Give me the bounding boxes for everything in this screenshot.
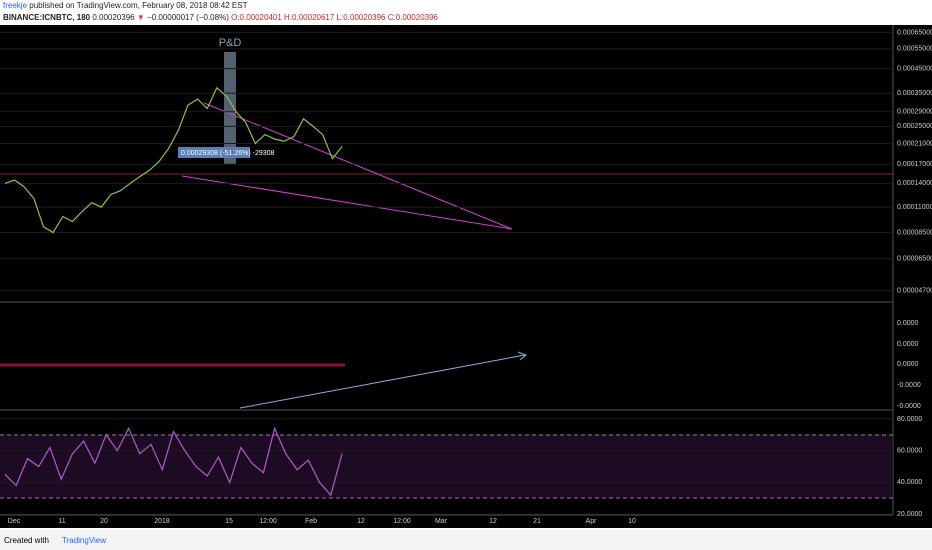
y-tick-label: 0.00025000 — [897, 123, 932, 130]
ohlc: H:0.00020617 — [284, 13, 335, 22]
pump-box — [224, 52, 236, 164]
ohlc: L:0.00020396 — [336, 13, 386, 22]
x-tick-label: 12 — [357, 518, 365, 525]
macd-tick-label: 0.0000 — [897, 361, 919, 368]
y-tick-label: 0.00017000 — [897, 161, 932, 168]
macd-trend — [239, 354, 526, 409]
symbol: BINANCE:ICNBTC, 180 — [3, 13, 91, 22]
line-rsi — [4, 426, 343, 497]
y-tick-label: 40.0000 — [897, 479, 922, 486]
x-tick-label: 2018 — [154, 518, 170, 525]
x-tick-label: 12 — [489, 518, 497, 525]
last: 0.00020396 — [92, 13, 135, 22]
y-tick-label: 0.00055000 — [897, 46, 932, 53]
y-tick-label: 0.00035000 — [897, 90, 932, 97]
trend-line — [203, 102, 513, 230]
macd-tick-label: 0.0000 — [897, 320, 919, 327]
y-tick-label: 0.00021000 — [897, 140, 932, 147]
y-tick-label: 0.00029000 — [897, 109, 932, 116]
macd-tick-label: 0.0000 — [897, 341, 919, 348]
created: Created with — [4, 536, 49, 545]
y-tick-label: 0.00006500 — [897, 256, 932, 263]
y-tick-label: 0.00004700 — [897, 288, 932, 295]
symbol-line: BINANCE:ICNBTC, 180 0.00020396 ▼ −0.0000… — [3, 13, 438, 22]
x-tick-label: Mar — [435, 518, 448, 525]
corner — [893, 515, 932, 528]
x-tick-label: 12:00 — [259, 518, 277, 525]
x-tick-label: 11 — [58, 518, 65, 525]
measure-box — [178, 147, 250, 158]
ohlc: O:0.00020401 — [231, 13, 282, 22]
line-price — [4, 86, 343, 234]
y-tick-label: 60.0000 — [897, 447, 922, 454]
macd-tick-label: -0.0000 — [897, 382, 921, 389]
trend-line — [181, 175, 513, 230]
x-tick-label: Feb — [305, 518, 317, 525]
y-tick-label: 0.00008500 — [897, 229, 932, 236]
brand[interactable]: TradingView — [62, 536, 107, 545]
x-tick-label: 12:00 — [393, 518, 411, 525]
rsi-band — [0, 435, 893, 498]
footer: Created with TradingView — [0, 530, 932, 550]
x-tick-label: 20 — [100, 518, 108, 525]
arrow: ▼ — [136, 13, 145, 22]
measure-label: 0.00029308 (-51.26%) -29308 — [181, 150, 275, 157]
y-tick-label: 0.00014000 — [897, 180, 932, 187]
y-tick-label: 0.00065000 — [897, 29, 932, 36]
x-tick-label: 21 — [533, 518, 541, 525]
y-tick-label: 0.00011000 — [897, 204, 932, 211]
x-tick-label: 15 — [225, 518, 233, 525]
chart: P&D 0.00029308 (-51.26%) -29308 Dec 11 20 2… — [0, 25, 932, 528]
pump-label: P&D — [219, 37, 242, 49]
y-tick-label: 0.00045000 — [897, 65, 932, 72]
macd-tick-label: -0.0000 — [897, 403, 921, 410]
y-tick-label: 20.0000 — [897, 511, 922, 518]
x-tick-label: Dec — [8, 518, 21, 525]
author[interactable]: freekje — [3, 1, 28, 10]
publish-line: freekje published on TradingView.com, Fe… — [3, 1, 247, 10]
change: −0.00000017 (−0.08%) — [147, 13, 229, 22]
arrow-head — [517, 351, 527, 361]
ohlc: C:0.00020396 — [387, 13, 438, 22]
x-tick-label: Apr — [586, 518, 598, 525]
x-tick-label: 10 — [628, 518, 636, 525]
y-tick-label: 80.0000 — [897, 416, 922, 423]
published: published on TradingView.com, February 0… — [29, 1, 248, 10]
